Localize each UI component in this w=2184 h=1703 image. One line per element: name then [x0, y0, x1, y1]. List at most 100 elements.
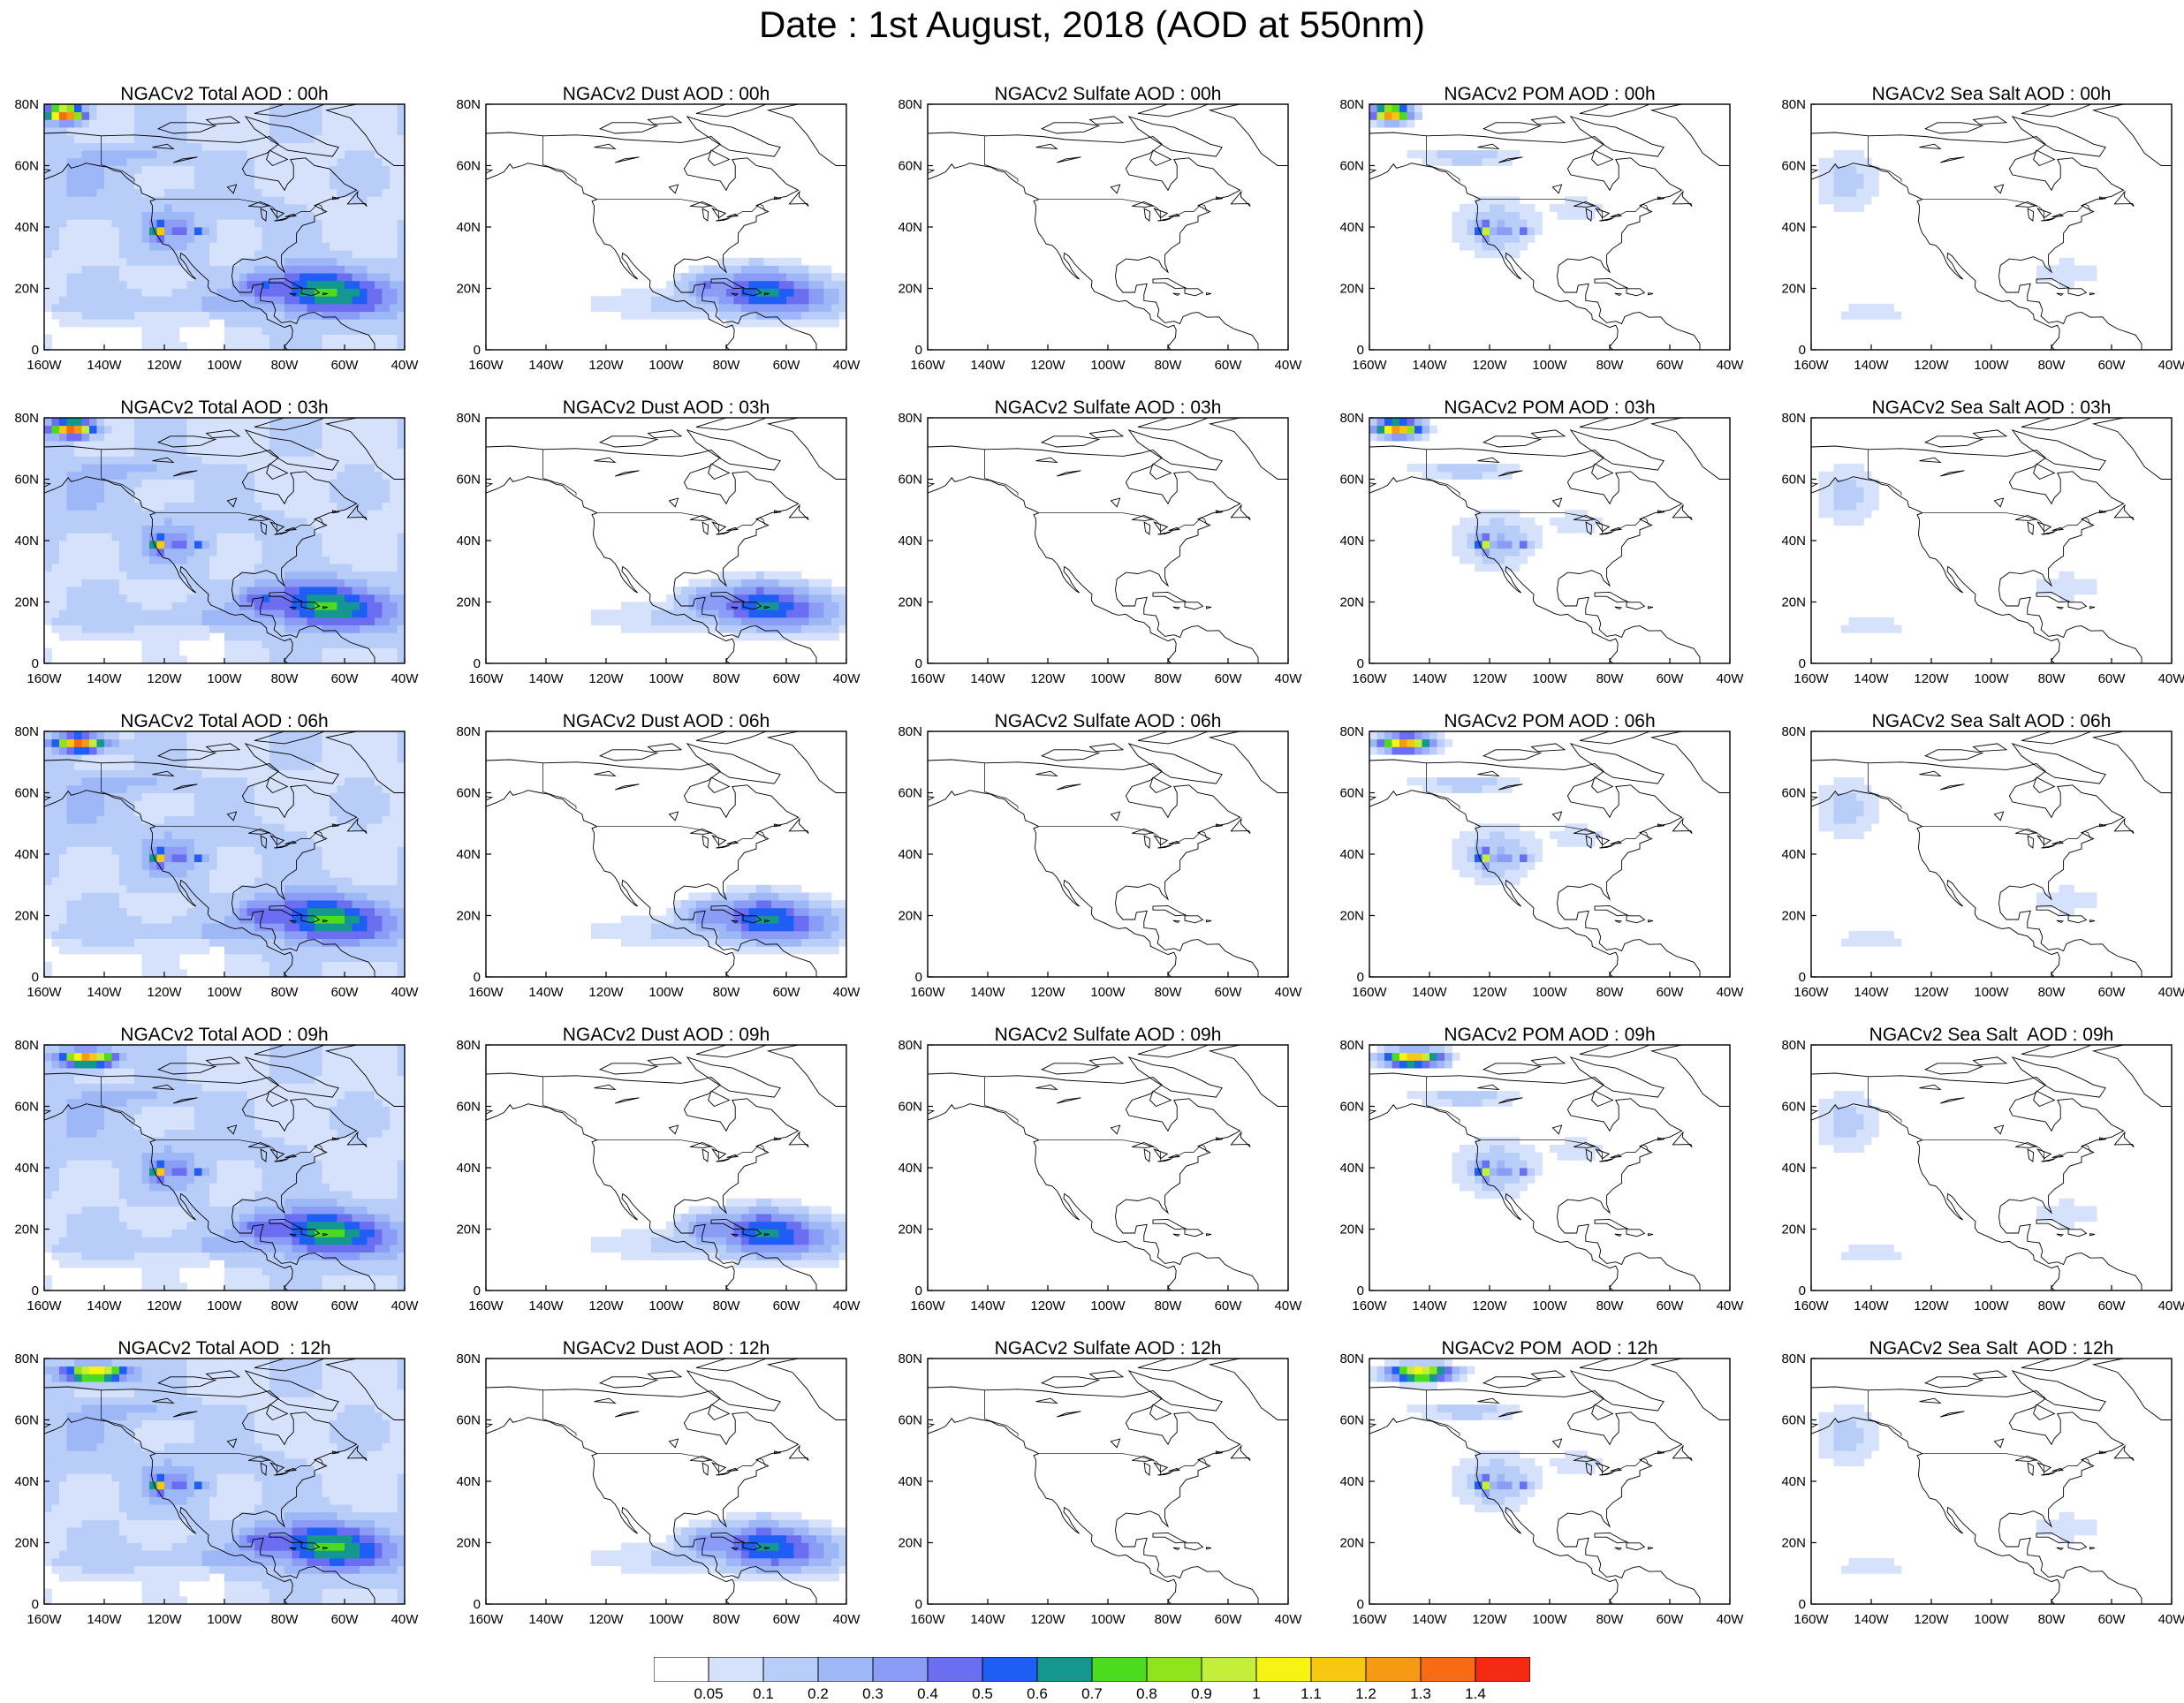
- aod-cell: [134, 281, 142, 289]
- aod-cell: [644, 304, 652, 312]
- aod-cell: [164, 617, 172, 625]
- aod-cell: [345, 304, 353, 312]
- aod-cell: [1864, 617, 1872, 625]
- aod-cell: [614, 609, 622, 617]
- aod-cell: [112, 762, 120, 770]
- aod-cell: [97, 808, 105, 816]
- aod-cell: [157, 319, 165, 327]
- aod-cell: [375, 189, 383, 197]
- aod-cell: [315, 564, 322, 571]
- aod-cell: [337, 258, 345, 266]
- aod-cell: [353, 104, 360, 112]
- aod-cell: [390, 456, 398, 464]
- aod-cell: [247, 549, 255, 556]
- aod-cell: [315, 495, 322, 503]
- aod-cell: [1384, 104, 1392, 112]
- aod-cell: [239, 112, 247, 120]
- aod-cell: [142, 892, 150, 900]
- coastline: [1144, 522, 1150, 534]
- aod-cell: [719, 571, 727, 579]
- lon-tick-label: 160W: [1352, 358, 1387, 373]
- aod-cell: [330, 433, 337, 441]
- aod-cell: [741, 273, 749, 281]
- aod-cell: [134, 931, 142, 939]
- aod-cell: [209, 533, 217, 541]
- aod-cell: [666, 617, 674, 625]
- aod-cell: [52, 250, 60, 258]
- aod-cell: [74, 609, 82, 617]
- aod-cell: [119, 449, 127, 457]
- aod-cell: [134, 296, 142, 304]
- aod-cell: [254, 609, 262, 617]
- aod-cell: [134, 250, 142, 258]
- aod-cell: [149, 962, 157, 970]
- aod-cell: [52, 472, 60, 480]
- aod-cell: [104, 526, 112, 534]
- aod-cell: [194, 480, 202, 488]
- aod-cell: [112, 609, 120, 617]
- aod-cell: [104, 319, 112, 327]
- aod-cell: [1483, 464, 1490, 472]
- aod-cell: [89, 946, 97, 954]
- aod-cell: [277, 556, 285, 564]
- aod-cell: [1826, 472, 1834, 480]
- aod-cell: [239, 418, 247, 426]
- aod-cell: [330, 304, 337, 312]
- aod-cell: [771, 617, 779, 625]
- aod-cell: [142, 472, 150, 480]
- aod-cell: [277, 258, 285, 266]
- aod-cell: [1467, 549, 1475, 556]
- aod-cell: [375, 312, 383, 320]
- aod-cell: [157, 541, 165, 549]
- aod-cell: [104, 609, 112, 617]
- aod-cell: [1856, 464, 1864, 472]
- aod-cell: [209, 212, 217, 220]
- aod-cell: [786, 296, 794, 304]
- lon-tick-label: 80W: [713, 358, 741, 373]
- aod-cell: [383, 579, 391, 587]
- aod-cell: [1849, 518, 1857, 526]
- aod-cell: [134, 456, 142, 464]
- aod-cell: [67, 923, 75, 931]
- aod-cell: [157, 181, 165, 189]
- aod-cell: [52, 189, 60, 197]
- aod-cell: [398, 242, 406, 250]
- aod-cell: [52, 273, 60, 281]
- aod-cell: [127, 503, 135, 511]
- aod-cell: [164, 258, 172, 266]
- aod-cell: [142, 609, 150, 617]
- aod-cell: [330, 265, 337, 273]
- aod-cell: [330, 571, 337, 579]
- aod-cell: [262, 181, 270, 189]
- aod-cell: [82, 242, 90, 250]
- coastline: [904, 455, 1176, 663]
- aod-cell: [74, 464, 82, 472]
- aod-cell: [322, 312, 330, 320]
- aod-cell: [89, 433, 97, 441]
- aod-cell: [284, 312, 292, 320]
- aod-cell: [1894, 312, 1902, 320]
- aod-cell: [172, 800, 180, 808]
- aod-cell: [179, 939, 187, 947]
- aod-cell: [179, 456, 187, 464]
- aod-cell: [353, 587, 360, 594]
- aod-cell: [67, 296, 75, 304]
- aod-cell: [44, 181, 52, 189]
- aod-cell: [104, 235, 112, 243]
- aod-cell: [164, 265, 172, 273]
- aod-cell: [157, 931, 165, 939]
- aod-cell: [209, 556, 217, 564]
- aod-cell: [89, 181, 97, 189]
- aod-cell: [82, 433, 90, 441]
- aod-cell: [2044, 273, 2052, 281]
- lat-tick-label: 60N: [1781, 473, 1806, 488]
- aod-cell: [599, 296, 607, 304]
- aod-cell: [284, 510, 292, 518]
- aod-field: [44, 418, 405, 663]
- lon-tick-label: 100W: [1974, 671, 2009, 686]
- aod-cell: [300, 510, 307, 518]
- aod-cell: [390, 426, 398, 434]
- aod-cell: [172, 571, 180, 579]
- aod-cell: [82, 908, 90, 916]
- aod-cell: [149, 242, 157, 250]
